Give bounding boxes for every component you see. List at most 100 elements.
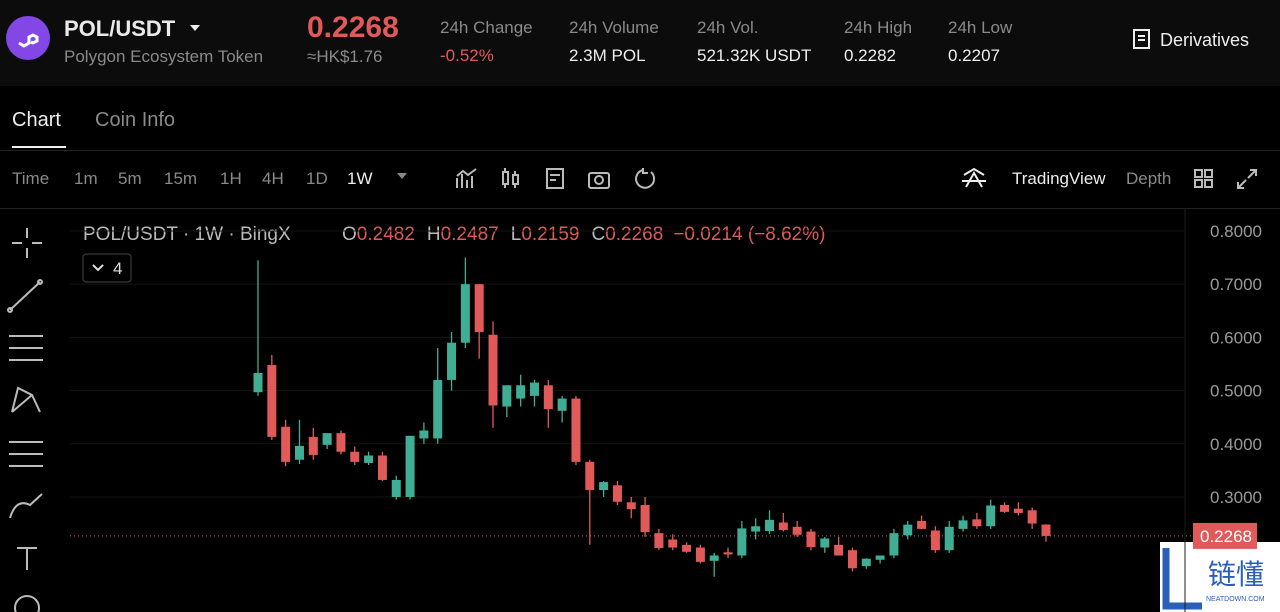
legend-value: 0.2487 bbox=[441, 224, 499, 245]
candle-body bbox=[709, 555, 719, 561]
candle-body bbox=[875, 555, 885, 560]
coin-name: Polygon Ecosystem Token bbox=[64, 47, 264, 66]
drawing-tools[interactable] bbox=[7, 228, 43, 612]
top-bar: POL/USDT Polygon Ecosystem Token 0.2268 … bbox=[0, 0, 1280, 86]
indicator-count: 4 bbox=[113, 259, 122, 278]
legend-key: O bbox=[342, 224, 357, 245]
candle-body bbox=[308, 436, 318, 455]
candle-body bbox=[1041, 524, 1051, 536]
depth[interactable]: Depth bbox=[1126, 169, 1172, 188]
interval[interactable]: 1m bbox=[74, 169, 98, 188]
watermark-box bbox=[1160, 542, 1280, 612]
stat-value: -0.52% bbox=[440, 46, 494, 65]
candle-body bbox=[668, 539, 678, 548]
stat-label: 24h Vol. bbox=[697, 18, 759, 37]
indicator-chevron bbox=[92, 264, 104, 272]
candle-body bbox=[972, 519, 982, 527]
interval[interactable]: 15m bbox=[164, 169, 198, 188]
interval[interactable]: 5m bbox=[118, 169, 142, 188]
y-tick-label: 0.8000 bbox=[1210, 222, 1262, 241]
candle-body bbox=[350, 451, 360, 462]
candle-body bbox=[612, 485, 622, 502]
indicator-toggle[interactable] bbox=[82, 253, 132, 283]
candle-body bbox=[889, 533, 899, 556]
stat-value: 0.2282 bbox=[844, 46, 896, 65]
candle-body bbox=[917, 520, 927, 529]
candle-body bbox=[654, 533, 664, 549]
candle-body bbox=[433, 379, 443, 439]
candle-body bbox=[516, 385, 526, 399]
candle-body bbox=[986, 505, 996, 527]
candle-body bbox=[364, 455, 374, 463]
legend-key: H bbox=[427, 224, 441, 245]
candle-body bbox=[543, 385, 553, 410]
candle-body bbox=[695, 547, 705, 562]
interval[interactable]: 1H bbox=[220, 169, 242, 188]
symbol[interactable]: POL/USDT bbox=[64, 16, 176, 41]
candle-body bbox=[405, 435, 415, 497]
derivatives[interactable]: Derivatives bbox=[1160, 30, 1250, 50]
interval[interactable]: 1D bbox=[306, 169, 328, 188]
candle-body bbox=[294, 445, 304, 460]
candle-body bbox=[765, 519, 775, 532]
watermark-logo bbox=[1162, 548, 1202, 610]
candle-body bbox=[737, 528, 747, 556]
candle-body bbox=[571, 398, 581, 462]
candle-body bbox=[1000, 504, 1010, 512]
candle-body bbox=[806, 531, 816, 547]
candle-body bbox=[834, 544, 844, 556]
candle-body bbox=[778, 522, 788, 530]
candle-body bbox=[792, 526, 802, 535]
stat-value: 2.3M POL bbox=[569, 46, 646, 65]
tab-underline bbox=[12, 146, 66, 148]
interval-dropdown[interactable] bbox=[396, 172, 410, 182]
fiat-price: ≈HK$1.76 bbox=[307, 47, 383, 66]
interval[interactable]: 1W bbox=[347, 169, 373, 188]
candle-body bbox=[419, 430, 429, 439]
watermark-sub: NEATDOWN.COM bbox=[1206, 596, 1265, 603]
candle-body bbox=[557, 398, 567, 411]
candle-body bbox=[474, 284, 484, 333]
legend-key: L bbox=[511, 224, 522, 245]
candle-body bbox=[460, 284, 470, 343]
candle-body bbox=[253, 373, 263, 393]
candle-body bbox=[847, 550, 857, 569]
candle-body bbox=[820, 538, 830, 548]
interval[interactable]: 4H bbox=[262, 169, 284, 188]
candle-body bbox=[281, 426, 291, 462]
candle-body bbox=[336, 433, 346, 452]
stat-value: 0.2207 bbox=[948, 46, 1000, 65]
candle-body bbox=[1027, 510, 1037, 524]
last-price-label: 0.2268 bbox=[1200, 527, 1252, 546]
stat-value: 521.32K USDT bbox=[697, 46, 812, 65]
legend-change: −0.0214 (−8.62%) bbox=[673, 224, 825, 245]
coin-logo bbox=[6, 16, 50, 60]
tradingview[interactable]: TradingView bbox=[1012, 169, 1106, 188]
legend-value: 0.2482 bbox=[357, 224, 415, 245]
legend-key: C bbox=[591, 224, 605, 245]
legend-values: O0.2482 H0.2487 L0.2159 C0.2268 −0.0214 (−8.… bbox=[342, 224, 825, 245]
dropdown[interactable] bbox=[190, 25, 200, 33]
layout-icons[interactable] bbox=[1194, 168, 1266, 192]
tab[interactable]: Chart bbox=[12, 109, 61, 131]
stat-label: 24h Volume bbox=[569, 18, 659, 37]
stat-label: 24h Low bbox=[948, 18, 1013, 37]
candle-body bbox=[682, 544, 692, 552]
toolbar: TradingView Depth Time 1m 5m 15m 1H 4H 1D 1W bbox=[0, 150, 1280, 209]
y-tick-label: 0.6000 bbox=[1210, 328, 1262, 347]
candle-body bbox=[903, 524, 913, 536]
candle-body bbox=[1013, 508, 1023, 513]
candle-body bbox=[626, 502, 636, 510]
candle-body bbox=[502, 385, 512, 407]
candle-body bbox=[640, 504, 650, 533]
y-tick-label: 0.5000 bbox=[1210, 382, 1262, 401]
stat-label: 24h Change bbox=[440, 18, 533, 37]
candle-body bbox=[377, 455, 387, 480]
tab[interactable]: Coin Info bbox=[95, 109, 176, 131]
tabs: Chart Coin Info bbox=[0, 88, 1280, 151]
y-tick-label: 0.3000 bbox=[1210, 488, 1262, 507]
tool-icons[interactable] bbox=[455, 166, 660, 192]
tradingview-icon bbox=[962, 167, 986, 188]
candle-body bbox=[267, 365, 277, 437]
